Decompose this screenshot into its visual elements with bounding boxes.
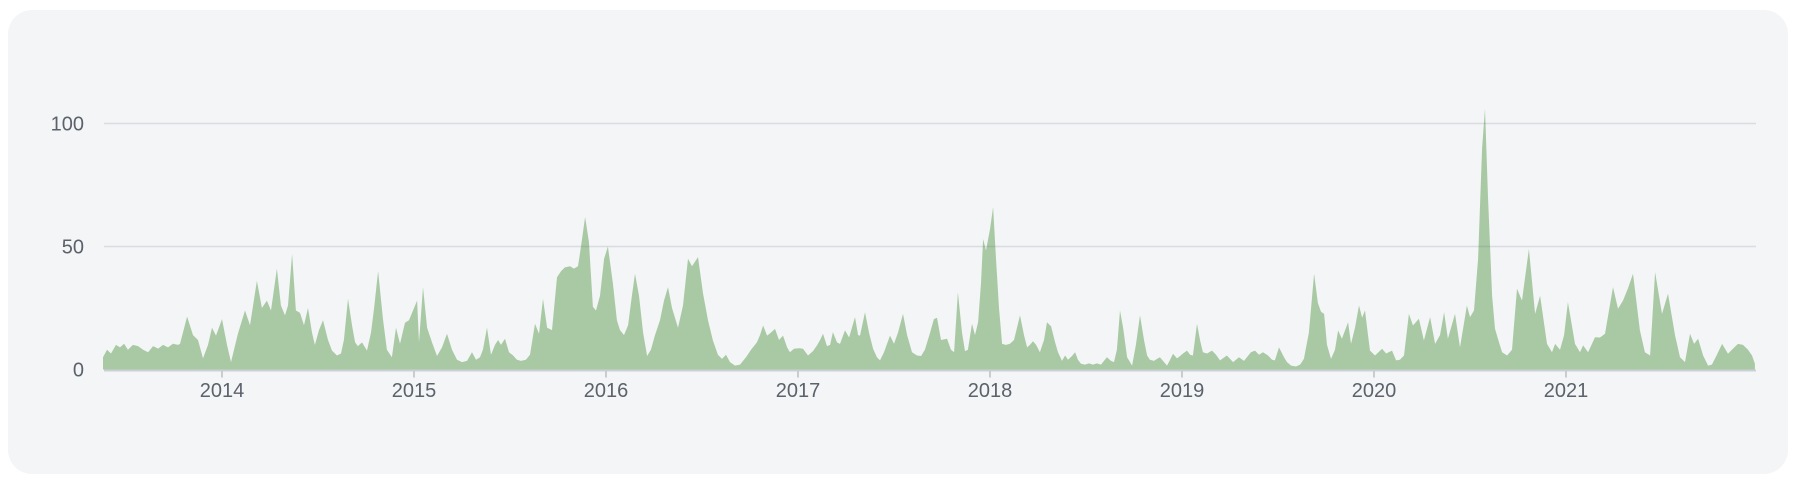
y-axis-label: 0 bbox=[73, 360, 84, 382]
x-axis-label: 2021 bbox=[1544, 380, 1589, 402]
x-axis-label: 2014 bbox=[200, 380, 245, 402]
x-axis-label: 2020 bbox=[1352, 380, 1397, 402]
x-axis-label: 2017 bbox=[776, 380, 821, 402]
chart-card bbox=[8, 10, 1788, 474]
y-axis-label: 100 bbox=[51, 114, 84, 136]
y-axis-label: 50 bbox=[62, 237, 84, 259]
area-series bbox=[103, 108, 1755, 370]
x-axis-label: 2015 bbox=[392, 380, 437, 402]
x-axis-label: 2018 bbox=[968, 380, 1013, 402]
x-axis-label: 2019 bbox=[1160, 380, 1205, 402]
x-axis-label: 2016 bbox=[584, 380, 629, 402]
